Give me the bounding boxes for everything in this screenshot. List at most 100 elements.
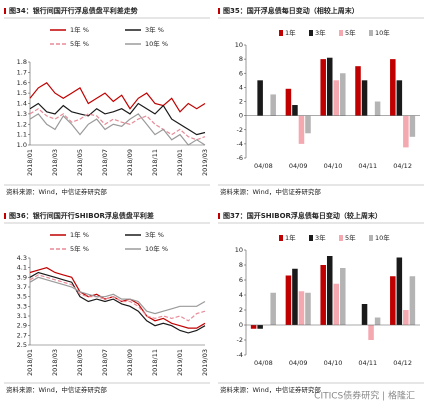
legend-label: 5年 % — [70, 39, 89, 48]
y-tick-label: 3.5 — [17, 293, 27, 301]
y-tick-label: 4 — [239, 291, 243, 299]
legend-swatch — [339, 235, 343, 241]
legend-label: 5年 % — [70, 244, 89, 253]
x-tick-label: 04/08 — [254, 162, 273, 170]
legend-swatch — [309, 235, 313, 241]
bar — [340, 268, 346, 325]
bar — [285, 275, 292, 325]
bar — [257, 325, 263, 329]
y-tick-label: 8 — [239, 55, 243, 63]
x-tick-label: 2018/03 — [51, 349, 59, 376]
x-tick-label: 04/11 — [358, 162, 377, 170]
x-tick-label: 2019/01 — [176, 349, 184, 376]
bar — [340, 73, 346, 116]
x-tick-label: 04/11 — [358, 359, 377, 367]
x-tick-label: 2018/11 — [151, 149, 159, 176]
y-tick-label: 4 — [239, 83, 243, 91]
bar — [403, 310, 409, 325]
bar — [374, 317, 381, 325]
bar — [361, 304, 368, 325]
y-tick-label: 3.9 — [17, 273, 27, 281]
legend-label: 1年 % — [70, 25, 89, 34]
x-tick-label: 2019/03 — [201, 349, 209, 376]
bar — [396, 80, 403, 116]
bar — [333, 80, 340, 116]
bar — [305, 115, 311, 134]
chart-title: 图35：国开浮息债每日变动（相较上周末） — [223, 6, 359, 15]
y-tick-label: -4 — [237, 140, 243, 148]
y-tick-label: -2 — [237, 336, 243, 344]
y-tick-label: 1.8 — [17, 58, 27, 66]
legend-swatch — [279, 235, 283, 241]
y-tick-label: 0 — [239, 112, 243, 120]
bar — [390, 59, 396, 116]
source: 资料来源：Wind，中信证券研究部 — [6, 187, 107, 196]
x-tick-label: 2018/05 — [76, 349, 84, 376]
legend-swatch — [369, 235, 373, 241]
chart-title: 图36：银行间国开行SHIBOR浮息债盘平利差 — [9, 211, 154, 220]
y-tick-label: 2.5 — [17, 341, 27, 349]
x-tick-label: 2018/05 — [76, 149, 84, 176]
bar — [270, 292, 276, 325]
y-tick-label: 6 — [239, 276, 243, 284]
x-tick-label: 2019/03 — [201, 149, 209, 176]
legend-label: 1年 % — [70, 230, 89, 239]
bar — [326, 57, 333, 116]
y-tick-label: 4.1 — [17, 264, 27, 272]
series-line — [29, 113, 206, 146]
legend-swatch — [369, 30, 373, 36]
x-tick-label: 04/10 — [324, 359, 343, 367]
legend-label: 10年 — [375, 28, 390, 37]
bar — [390, 276, 396, 325]
y-tick-label: 2 — [239, 306, 243, 314]
watermark: CITICS债券研究 | 格隆汇 — [314, 390, 415, 402]
x-tick-label: 2018/03 — [51, 149, 59, 176]
legend-label: 5年 — [345, 28, 356, 37]
bar — [361, 80, 368, 116]
bar — [270, 94, 276, 116]
y-tick-label: 8 — [239, 261, 243, 269]
bar — [374, 101, 381, 116]
title-marker — [218, 213, 220, 219]
legend-label: 3年 — [315, 233, 326, 242]
x-tick-label: 2018/01 — [26, 149, 34, 176]
y-tick-label: 1.2 — [17, 120, 27, 128]
legend-label: 5年 — [345, 233, 356, 242]
bar — [285, 88, 292, 116]
bar — [409, 115, 416, 137]
bar — [326, 256, 333, 325]
y-tick-label: 6 — [239, 69, 243, 77]
bar — [368, 325, 374, 340]
bar — [403, 115, 409, 148]
x-tick-label: 04/09 — [289, 359, 308, 367]
legend-label: 3年 — [315, 28, 326, 37]
x-tick-label: 04/10 — [324, 162, 343, 170]
legend-label: 10年 % — [145, 39, 168, 48]
legend-label: 1年 — [285, 28, 296, 37]
y-tick-label: 0 — [239, 321, 243, 329]
legend-label: 10年 % — [145, 244, 168, 253]
bar — [250, 325, 257, 329]
title-marker — [218, 8, 220, 14]
y-tick-label: 2.9 — [17, 322, 27, 330]
legend-swatch — [309, 30, 313, 36]
legend-label: 1年 — [285, 233, 296, 242]
y-tick-label: 1.1 — [17, 131, 27, 139]
chart-title: 图37：国开SHIBOR浮息债每日变动（较上周末） — [223, 211, 382, 220]
y-tick-label: -6 — [237, 154, 243, 162]
x-tick-label: 04/09 — [289, 162, 308, 170]
y-tick-label: 2 — [239, 98, 243, 106]
x-tick-label: 2018/09 — [126, 349, 134, 376]
x-tick-label: 2018/01 — [26, 349, 34, 376]
y-tick-label: 2.7 — [17, 331, 27, 339]
title-marker — [4, 8, 6, 14]
series-line — [29, 82, 206, 113]
bar — [409, 276, 416, 325]
x-tick-label: 04/08 — [254, 359, 273, 367]
y-tick-label: 1.0 — [17, 141, 27, 149]
y-tick-label: 10 — [235, 246, 243, 254]
y-tick-label: 1.5 — [17, 89, 27, 97]
legend-label: 3年 % — [145, 25, 164, 34]
y-tick-label: 1.6 — [17, 79, 27, 87]
